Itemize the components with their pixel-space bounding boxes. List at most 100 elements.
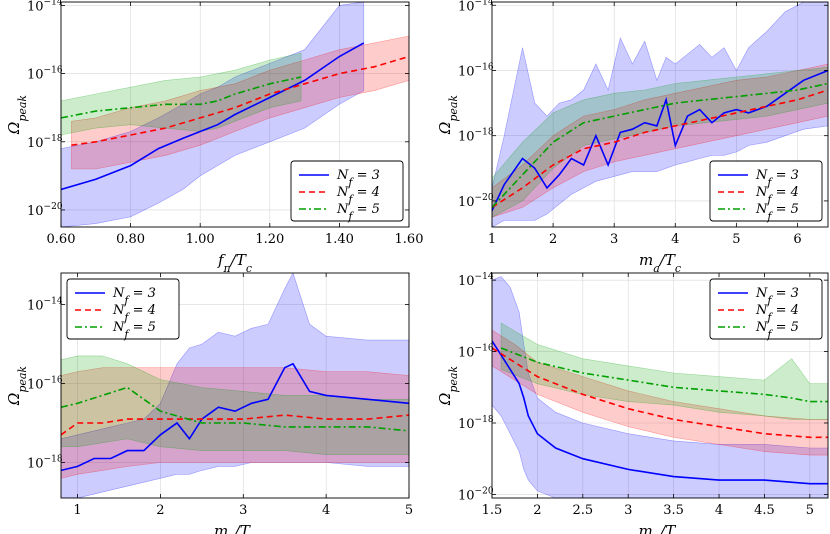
band-3 xyxy=(492,2,828,227)
x-tick-label: 3 xyxy=(610,232,618,247)
legend: Nf = 3Nf = 4Nf = 5 xyxy=(709,278,823,341)
y-tick-label: 10−18 xyxy=(27,134,63,151)
band-4 xyxy=(492,329,828,456)
y-tick-label: 10−16 xyxy=(458,62,494,79)
series-line-3 xyxy=(61,42,365,191)
x-tick-label: 1 xyxy=(488,232,496,247)
series-line-5 xyxy=(61,76,302,119)
axes-frame xyxy=(491,1,829,228)
x-axis-label: mσ/Tc xyxy=(639,522,682,534)
x-tick-label: 2.5 xyxy=(572,503,593,518)
band-3 xyxy=(61,273,409,498)
axes-frame xyxy=(60,1,410,228)
legend-box xyxy=(66,278,180,340)
legend-label-4: Nf = 4 xyxy=(336,185,380,206)
x-axis-label: mη/Tc xyxy=(214,522,256,534)
y-tick-label: 10−16 xyxy=(27,66,63,83)
band-5 xyxy=(500,322,828,420)
legend-label-3: Nf = 3 xyxy=(755,168,799,189)
series-line-3 xyxy=(61,362,409,472)
y-tick-label: 10−16 xyxy=(27,376,63,393)
y-tick-label: 10−18 xyxy=(27,454,63,471)
x-tick-label: 2 xyxy=(156,503,164,518)
band-5 xyxy=(61,355,409,455)
series-line-4 xyxy=(492,347,828,439)
legend: Nf = 3Nf = 4Nf = 5 xyxy=(66,278,180,341)
series-line-3 xyxy=(492,340,828,485)
y-axis-label: Ωpeak xyxy=(436,95,460,136)
legend-label-3: Nf = 3 xyxy=(755,286,799,307)
plot-area xyxy=(492,2,828,227)
x-tick-label: 4 xyxy=(715,503,723,518)
x-tick-label: 3 xyxy=(624,503,632,518)
x-tick-label: 4.5 xyxy=(754,503,775,518)
legend-label-4: Nf = 4 xyxy=(755,185,799,206)
x-tick-label: 2 xyxy=(533,503,541,518)
legend-label-5: Nf = 5 xyxy=(336,202,380,223)
band-4 xyxy=(71,35,409,170)
y-tick-label: 10−16 xyxy=(458,344,494,361)
series-line-4 xyxy=(61,414,409,436)
band-5 xyxy=(61,52,302,136)
chart-panel-msigma: 1.5 2 2.5 3 3.5 4 4.5 5 10−20 10−18 10−16 10−14 mσ/T… xyxy=(436,272,829,534)
y-tick-label: 10−20 xyxy=(458,486,494,503)
x-tick-label: 1.40 xyxy=(325,232,354,247)
y-tick-label: 10−14 xyxy=(27,297,63,314)
plot-area xyxy=(61,2,409,227)
x-tick-label: 4 xyxy=(671,232,679,247)
x-tick-label: 4 xyxy=(322,503,330,518)
x-tick-label: 0.60 xyxy=(47,232,76,247)
y-axis-label: Ωpeak xyxy=(5,95,29,136)
legend: Nf = 3Nf = 4Nf = 5 xyxy=(709,160,823,223)
x-tick-label: 0.80 xyxy=(116,232,145,247)
legend: Nf = 3Nf = 4Nf = 5 xyxy=(290,160,404,223)
legend-label-4: Nf = 4 xyxy=(755,303,799,324)
series-line-4 xyxy=(492,89,828,209)
x-tick-label: 5 xyxy=(806,503,814,518)
y-tick-label: 10−20 xyxy=(27,202,63,219)
legend-label-5: Nf = 5 xyxy=(755,320,799,341)
x-tick-label: 1.00 xyxy=(186,232,215,247)
x-axis-label: fπ/Tc xyxy=(217,251,252,275)
x-tick-label: 5 xyxy=(732,232,740,247)
legend-label-5: Nf = 5 xyxy=(112,320,156,341)
y-axis-label: Ωpeak xyxy=(5,366,29,407)
x-tick-label: 5 xyxy=(405,503,413,518)
legend-box xyxy=(709,160,823,222)
chart-panel-ma: 1 2 3 4 5 6 10−20 10−18 10−16 10−14 ma/Tc Ωpeak Nf =… xyxy=(436,0,829,275)
y-tick-label: 10−18 xyxy=(458,415,494,432)
legend-label-3: Nf = 3 xyxy=(112,286,156,307)
band-5 xyxy=(492,66,828,218)
chart-panel-fpi: 0.60 0.80 1.00 1.20 1.40 1.60 10−20 10−18 10−16 1… xyxy=(5,0,423,275)
series-line-5 xyxy=(500,347,828,403)
y-axis-label: Ωpeak xyxy=(436,366,460,407)
legend-box xyxy=(290,160,404,222)
x-tick-label: 3 xyxy=(239,503,247,518)
legend-label-3: Nf = 3 xyxy=(336,168,380,189)
series-line-3 xyxy=(492,69,828,212)
x-tick-label: 6 xyxy=(793,232,801,247)
x-tick-label: 1.20 xyxy=(255,232,284,247)
x-tick-label: 1.5 xyxy=(482,503,503,518)
legend-box xyxy=(709,278,823,340)
axes-frame xyxy=(491,272,829,499)
band-3 xyxy=(492,276,828,498)
band-4 xyxy=(492,63,828,218)
x-tick-label: 1.60 xyxy=(395,232,424,247)
series-line-5 xyxy=(61,386,409,432)
y-tick-label: 10−20 xyxy=(458,193,494,210)
y-tick-label: 10−18 xyxy=(458,128,494,145)
x-axis-label: ma/Tc xyxy=(639,251,681,275)
y-tick-label: 10−14 xyxy=(27,0,63,14)
x-tick-label: 2 xyxy=(549,232,557,247)
y-tick-label: 10−14 xyxy=(458,272,494,289)
plot-area xyxy=(492,276,828,498)
axes-frame xyxy=(60,272,410,499)
y-tick-label: 10−14 xyxy=(458,0,494,14)
x-tick-label: 1 xyxy=(73,503,81,518)
plot-area xyxy=(61,273,409,498)
legend-label-4: Nf = 4 xyxy=(112,303,156,324)
series-line-5 xyxy=(492,82,828,208)
